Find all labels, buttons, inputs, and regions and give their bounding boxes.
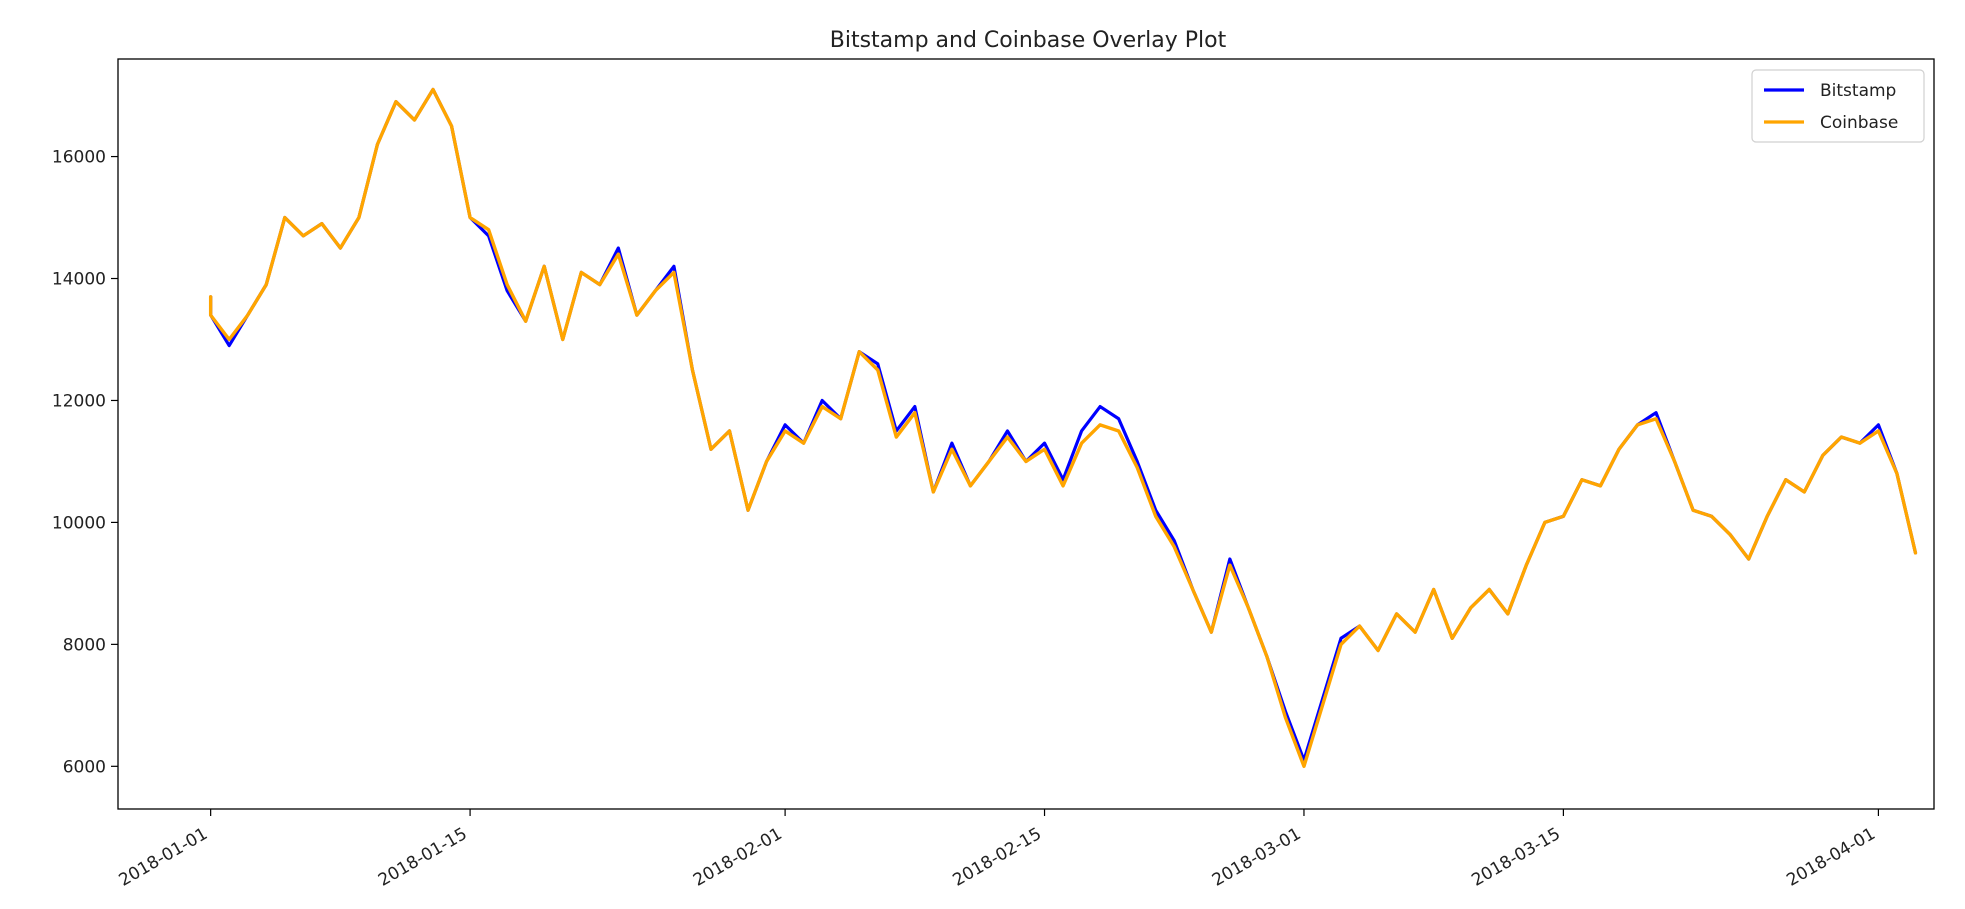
x-tick-label: 2018-03-15 (1468, 824, 1564, 891)
x-tick-label: 2018-03-01 (1209, 824, 1305, 891)
y-axis: 6000 8000 10000 12000 14000 16000 (52, 148, 118, 777)
x-tick-label: 2018-02-01 (690, 824, 786, 891)
x-tick-label: 2018-02-15 (949, 824, 1045, 891)
legend: Bitstamp Coinbase (1751, 69, 1925, 143)
legend-box (1751, 69, 1925, 143)
x-tick-label: 2018-01-15 (375, 824, 471, 891)
x-tick-label: 2018-01-01 (116, 824, 212, 891)
y-tick-label: 12000 (52, 391, 106, 411)
legend-label-coinbase: Coinbase (1820, 113, 1898, 133)
y-tick-label: 10000 (52, 513, 106, 533)
legend-label-bitstamp: Bitstamp (1820, 81, 1896, 101)
x-tick-label: 2018-04-01 (1783, 824, 1879, 891)
series-line-coinbase (208, 87, 1918, 769)
y-tick-label: 16000 (52, 148, 106, 168)
y-tick-label: 6000 (63, 757, 106, 777)
y-tick-label: 14000 (52, 270, 106, 290)
x-axis: 2018-01-01 2018-01-15 2018-02-01 2018-02-15… (116, 809, 1880, 891)
series-layer (208, 87, 1918, 769)
y-tick-label: 8000 (63, 635, 106, 655)
chart-title: Bitstamp and Coinbase Overlay Plot (830, 28, 1227, 53)
